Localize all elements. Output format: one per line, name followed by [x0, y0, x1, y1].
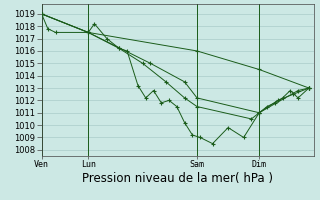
X-axis label: Pression niveau de la mer( hPa ): Pression niveau de la mer( hPa ) [82, 172, 273, 185]
